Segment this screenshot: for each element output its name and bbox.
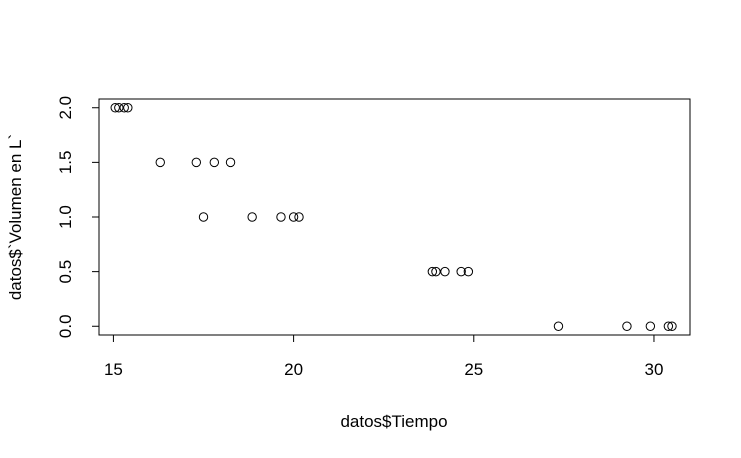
data-point — [456, 266, 466, 277]
y-tick-label: 2.0 — [56, 96, 75, 120]
x-tick-label: 15 — [104, 360, 123, 379]
y-axis: 0.0 0.5 1.0 1.5 2.0 — [56, 96, 100, 338]
y-tick-label: 0.0 — [56, 314, 75, 338]
data-point — [119, 103, 129, 113]
data-point — [225, 157, 236, 168]
data-point — [110, 103, 120, 113]
data-point — [553, 321, 564, 331]
data-point — [440, 266, 450, 277]
data-points — [110, 103, 677, 331]
y-tick-label: 0.5 — [56, 260, 75, 284]
data-point — [431, 266, 441, 277]
x-tick-label: 25 — [464, 360, 483, 379]
data-point — [276, 212, 286, 222]
plot-box — [98, 98, 691, 336]
y-axis-title: datos$`Volumen en L` — [6, 134, 25, 300]
data-point — [294, 212, 304, 222]
x-axis: 15 20 25 30 — [104, 334, 664, 379]
data-point — [209, 157, 220, 168]
data-point — [198, 212, 209, 222]
data-point — [622, 321, 632, 331]
data-point — [667, 321, 677, 331]
data-point — [247, 212, 257, 222]
data-point — [191, 157, 201, 168]
y-tick-label: 1.5 — [56, 151, 75, 175]
data-point — [463, 266, 474, 277]
data-point — [114, 103, 124, 113]
data-point — [663, 321, 674, 331]
data-point — [288, 212, 299, 222]
x-axis-title: datos$Tiempo — [340, 412, 447, 431]
data-point — [645, 321, 656, 331]
x-tick-label: 30 — [645, 360, 664, 379]
x-tick-label: 20 — [284, 360, 303, 379]
data-point — [155, 157, 165, 168]
data-point — [427, 266, 438, 277]
y-tick-label: 1.0 — [56, 205, 75, 229]
data-point — [123, 103, 133, 113]
